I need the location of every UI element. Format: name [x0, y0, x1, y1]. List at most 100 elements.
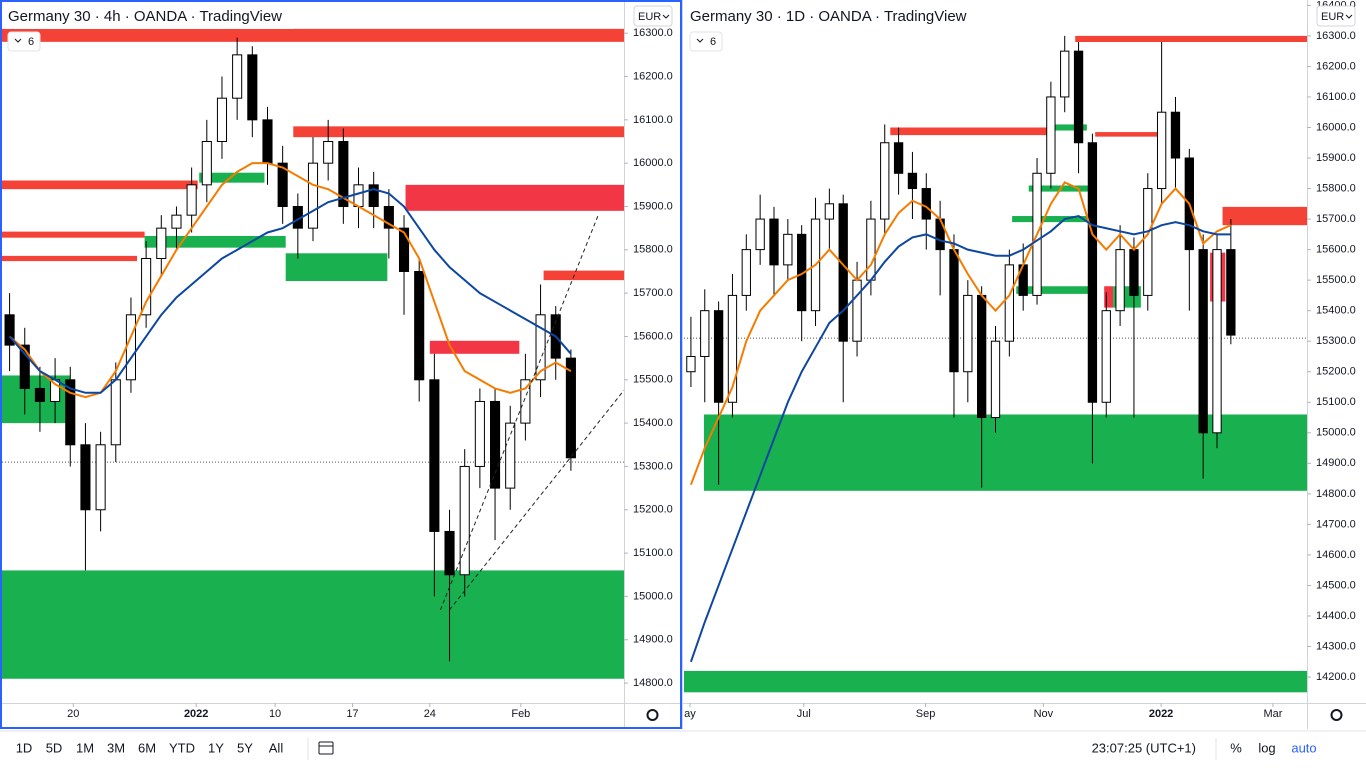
- price-zone: [2, 570, 624, 679]
- y-tick-label: 15600.0: [633, 330, 673, 342]
- y-tick-label: 14800.0: [633, 677, 673, 689]
- candle-body: [353, 184, 364, 207]
- price-zone: [684, 670, 1307, 693]
- x-tick-label: 2022: [184, 708, 208, 720]
- currency-label: EUR: [638, 11, 661, 23]
- candle-body: [34, 387, 45, 402]
- candle-body: [429, 379, 440, 532]
- candle-body: [520, 379, 531, 424]
- candle-body: [262, 119, 273, 164]
- y-tick-label: 14500.0: [1316, 579, 1356, 591]
- candle-body: [110, 379, 121, 446]
- candle-body: [414, 270, 425, 381]
- y-tick-label: 16000.0: [1316, 121, 1356, 133]
- indicator-toggle[interactable]: [7, 31, 41, 52]
- price-zone: [890, 127, 1051, 136]
- candle-body: [949, 249, 959, 373]
- candle-body: [444, 530, 455, 576]
- go-to-date-icon[interactable]: [318, 741, 334, 755]
- price-zone: [2, 28, 624, 42]
- candle-body: [156, 227, 167, 259]
- candle-body: [141, 257, 152, 316]
- y-tick-label: 16300.0: [1316, 30, 1356, 42]
- y-tick-label: 15500.0: [633, 374, 673, 386]
- candle-body: [838, 203, 848, 342]
- price-zone: [1104, 286, 1114, 308]
- y-tick-label: 14900.0: [633, 634, 673, 646]
- candle-body: [824, 203, 835, 220]
- y-tick-label: 15000.0: [1316, 427, 1356, 439]
- chart-pane: 14800.0 14900.0 15000.0 15100.0 15200.0 15300…: [0, 0, 681, 729]
- scale-option[interactable]: log: [1258, 740, 1275, 755]
- range-button[interactable]: 1Y: [208, 740, 224, 755]
- y-tick-label: 14700.0: [1316, 518, 1356, 530]
- range-button[interactable]: 1D: [16, 740, 33, 755]
- y-tick-label: 15200.0: [633, 504, 673, 516]
- range-button[interactable]: 5D: [46, 740, 63, 755]
- range-button[interactable]: 6M: [138, 740, 156, 755]
- trendline: [449, 389, 624, 611]
- moving-average: [689, 214, 1231, 663]
- range-button[interactable]: 1M: [76, 740, 94, 755]
- indicator-toggle[interactable]: [689, 31, 723, 52]
- plot-area: [684, 35, 1307, 693]
- candle-body: [866, 218, 876, 281]
- price-zone: [543, 270, 624, 281]
- clock: 23:07:25 (UTC+1): [1092, 740, 1196, 755]
- y-tick-label: 15700.0: [1316, 213, 1356, 225]
- candle-body: [80, 444, 91, 511]
- candle-body: [686, 355, 696, 373]
- settings-icon[interactable]: [1330, 709, 1343, 721]
- x-tick-label: Feb: [511, 708, 530, 720]
- currency-button[interactable]: [1316, 5, 1356, 27]
- candle-body: [368, 184, 379, 207]
- y-tick-label: 14900.0: [1316, 457, 1356, 469]
- scale-option[interactable]: %: [1230, 740, 1242, 755]
- candle-body: [1198, 249, 1208, 434]
- range-button[interactable]: 3M: [107, 740, 125, 755]
- candle-body: [216, 97, 228, 143]
- currency-button[interactable]: [633, 5, 673, 27]
- range-button[interactable]: 5Y: [237, 740, 253, 755]
- title-backdrop: [4, 5, 294, 29]
- active-pane-border: [0, 0, 682, 729]
- candle-body: [1004, 264, 1014, 342]
- candle-body: [323, 141, 334, 164]
- x-tick-label: Jul: [797, 708, 811, 720]
- price-zone: [1050, 124, 1087, 131]
- scale-option[interactable]: auto: [1291, 740, 1316, 755]
- indicator-count: 6: [710, 36, 716, 48]
- y-tick-label: 15700.0: [633, 287, 673, 299]
- y-tick-label: 15500.0: [1316, 274, 1356, 286]
- y-tick-label: 14400.0: [1316, 610, 1356, 622]
- candle-body: [565, 357, 576, 459]
- price-zone: [1222, 206, 1307, 226]
- range-button[interactable]: All: [269, 740, 284, 755]
- y-tick-label: 15300.0: [633, 460, 673, 472]
- range-button[interactable]: YTD: [169, 740, 195, 755]
- price-zone: [2, 231, 145, 238]
- candle-body: [383, 205, 394, 229]
- moving-average: [8, 188, 572, 394]
- candle-body: [1060, 50, 1070, 98]
- moving-average: [8, 162, 572, 399]
- candle-body: [1046, 96, 1056, 174]
- chevron-icon: [14, 38, 22, 43]
- candle-body: [247, 54, 258, 121]
- candle-body: [505, 422, 516, 489]
- trendline: [439, 214, 599, 611]
- candle-body: [755, 218, 765, 251]
- y-tick-label: 16100.0: [1316, 91, 1356, 103]
- settings-icon[interactable]: [646, 709, 659, 721]
- y-tick-label: 15900.0: [1316, 152, 1356, 164]
- candle-body: [186, 184, 197, 216]
- y-tick-label: 15400.0: [1316, 305, 1356, 317]
- candle-body: [1087, 142, 1098, 403]
- price-zone: [285, 253, 388, 282]
- x-tick-label: 17: [346, 708, 358, 720]
- plot-area: [2, 28, 624, 679]
- x-tick-label: 20: [67, 708, 79, 720]
- candle-body: [921, 188, 931, 220]
- x-tick-label: ay: [684, 708, 696, 720]
- chevron-icon: [662, 14, 670, 19]
